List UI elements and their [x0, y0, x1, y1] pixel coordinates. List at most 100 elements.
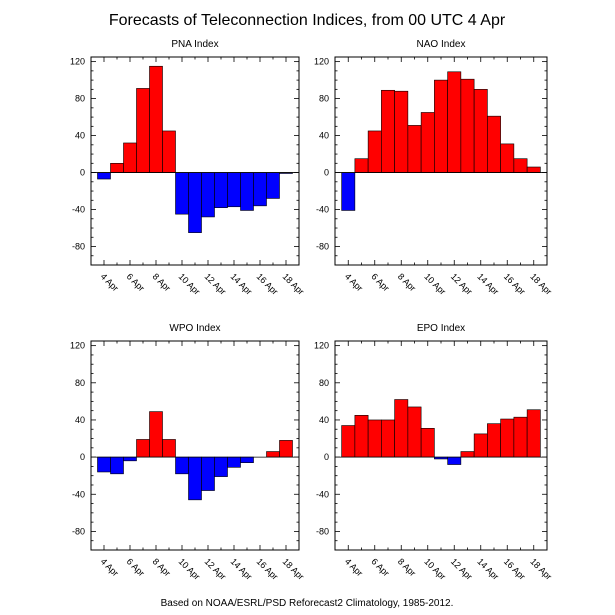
- bar: [149, 411, 163, 458]
- bar: [367, 130, 382, 173]
- bar: [381, 419, 395, 458]
- bar: [188, 172, 202, 233]
- x-tick-label: 10 Apr: [422, 271, 447, 296]
- panel-title: NAO Index: [417, 39, 466, 50]
- bar: [487, 423, 501, 458]
- x-tick-label: 4 Apr: [343, 271, 365, 293]
- bar: [201, 456, 215, 491]
- epo-index-panel: EPO Index -80 -40 0 40 80 120 4 Apr 6 Apr 8 Apr 10…: [314, 323, 554, 582]
- nao-index-panel: NAO Index -80 -40 0 40 80 120 4 Apr 6 Apr 8 Apr 10…: [314, 39, 554, 297]
- bar: [266, 451, 280, 458]
- y-tick-label: 120: [314, 57, 329, 67]
- y-tick-label: -40: [72, 205, 85, 215]
- y-tick-label: -80: [316, 526, 329, 536]
- panel-title: WPO Index: [169, 323, 220, 334]
- y-tick-label: 120: [314, 341, 329, 351]
- pna-index-panel: PNA Index -80 -40 0 40 80 120 4 Apr 6 Apr 8 Apr 10…: [70, 39, 306, 297]
- y-tick-label: -40: [316, 205, 329, 215]
- wpo-index-panel: WPO Index -80 -40 0 40 80 120 4 Apr 6 Apr 8 Apr 10…: [70, 323, 306, 582]
- bar: [279, 440, 293, 458]
- y-tick-label: 40: [75, 131, 85, 141]
- y-tick-label: -40: [316, 489, 329, 499]
- x-tick-label: 4 Apr: [99, 271, 121, 293]
- y-tick-label: 40: [319, 415, 329, 425]
- bar: [526, 166, 541, 173]
- bar: [240, 172, 254, 211]
- bar: [460, 78, 475, 173]
- x-tick-label: 4 Apr: [99, 556, 121, 578]
- x-tick-label: 8 Apr: [151, 556, 173, 578]
- x-tick-label: 16 Apr: [255, 556, 280, 581]
- bar: [487, 115, 501, 173]
- y-tick-label: -80: [72, 242, 85, 252]
- x-tick-label: 10 Apr: [422, 556, 447, 581]
- bar: [354, 158, 369, 173]
- bar: [500, 143, 515, 173]
- bar: [473, 89, 488, 173]
- y-tick-label: -40: [72, 489, 85, 499]
- panel-title: EPO Index: [417, 323, 465, 334]
- bar: [253, 172, 267, 207]
- bar: [434, 79, 448, 173]
- bar: [227, 456, 241, 468]
- bar: [201, 172, 215, 218]
- bar: [341, 425, 356, 458]
- y-tick-label: 80: [319, 378, 329, 388]
- bar: [513, 158, 528, 173]
- bar: [354, 415, 369, 458]
- y-tick-label: 120: [70, 341, 85, 351]
- figure-title: Forecasts of Teleconnection Indices, fro…: [109, 12, 506, 29]
- y-tick-label: 40: [75, 415, 85, 425]
- bar: [341, 172, 356, 211]
- bar: [123, 142, 137, 173]
- x-tick-label: 16 Apr: [502, 271, 527, 296]
- plot-frame: [90, 56, 300, 266]
- x-tick-label: 12 Apr: [203, 271, 228, 296]
- plot-frame: [90, 340, 300, 551]
- y-tick-label: 120: [70, 57, 85, 67]
- x-tick-label: 16 Apr: [255, 271, 280, 296]
- y-tick-label: 80: [75, 378, 85, 388]
- x-tick-label: 8 Apr: [396, 271, 418, 293]
- panel-title: PNA Index: [171, 39, 218, 50]
- bar: [460, 451, 475, 458]
- figure-footer: Based on NOAA/ESRL/PSD Reforecast2 Clima…: [161, 598, 454, 609]
- y-tick-label: 0: [324, 452, 329, 462]
- x-tick-label: 16 Apr: [502, 556, 527, 581]
- y-tick-label: 80: [75, 94, 85, 104]
- bar: [123, 456, 137, 462]
- x-tick-label: 18 Apr: [281, 271, 306, 296]
- x-tick-label: 6 Apr: [125, 271, 147, 293]
- x-tick-label: 6 Apr: [125, 556, 147, 578]
- x-tick-label: 14 Apr: [229, 271, 254, 296]
- x-tick-label: 4 Apr: [343, 556, 365, 578]
- x-tick-label: 10 Apr: [177, 556, 202, 581]
- x-tick-label: 14 Apr: [475, 271, 500, 296]
- x-tick-label: 18 Apr: [528, 556, 553, 581]
- bar: [367, 419, 382, 458]
- y-tick-label: -80: [316, 242, 329, 252]
- bar: [266, 172, 280, 199]
- bar: [227, 172, 241, 208]
- bar: [214, 172, 228, 208]
- bar: [394, 90, 409, 173]
- bar: [136, 439, 150, 458]
- bar: [110, 456, 124, 475]
- bar: [214, 456, 228, 477]
- bar: [240, 456, 254, 463]
- bar: [381, 89, 395, 173]
- y-tick-label: 0: [80, 168, 85, 178]
- x-tick-label: 10 Apr: [177, 271, 202, 296]
- x-tick-label: 6 Apr: [369, 271, 391, 293]
- y-tick-label: -80: [72, 526, 85, 536]
- x-tick-label: 8 Apr: [151, 271, 173, 293]
- x-tick-label: 14 Apr: [475, 556, 500, 581]
- bar: [188, 456, 202, 501]
- bar: [473, 433, 488, 458]
- bar: [110, 163, 124, 173]
- x-tick-label: 6 Apr: [369, 556, 391, 578]
- bar: [175, 172, 189, 215]
- bar: [136, 88, 150, 173]
- y-tick-label: 0: [324, 168, 329, 178]
- x-tick-label: 12 Apr: [203, 556, 228, 581]
